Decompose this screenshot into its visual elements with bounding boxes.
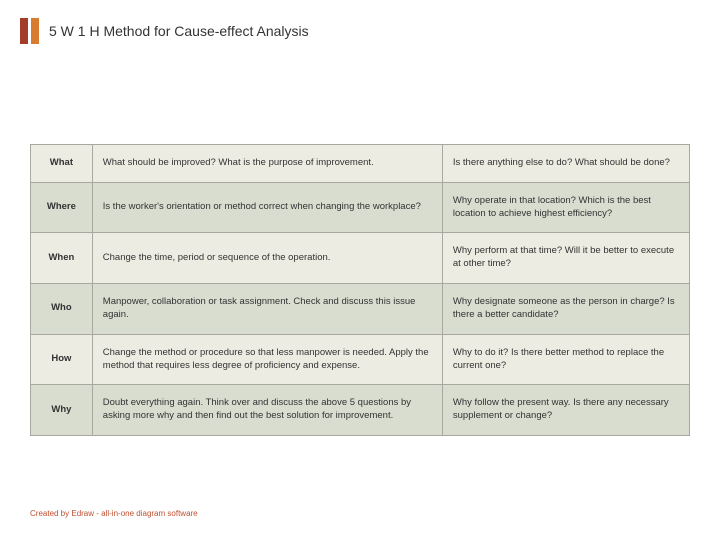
header-accent-bars xyxy=(20,18,39,44)
footer-credit: Created by Edraw - all-in-one diagram so… xyxy=(30,509,198,518)
row-questions: Is there anything else to do? What shoul… xyxy=(442,145,689,183)
row-label: Why xyxy=(31,385,93,436)
row-questions: Why follow the present way. Is there any… xyxy=(442,385,689,436)
row-questions: Why operate in that location? Which is t… xyxy=(442,182,689,233)
row-questions: Why perform at that time? Will it be bet… xyxy=(442,233,689,284)
row-label: What xyxy=(31,145,93,183)
table-row: WhyDoubt everything again. Think over an… xyxy=(31,385,690,436)
page-header: 5 W 1 H Method for Cause-effect Analysis xyxy=(0,0,720,44)
row-description: Doubt everything again. Think over and d… xyxy=(92,385,442,436)
row-description: What should be improved? What is the pur… xyxy=(92,145,442,183)
accent-bar-2 xyxy=(31,18,39,44)
table-row: WhatWhat should be improved? What is the… xyxy=(31,145,690,183)
row-description: Manpower, collaboration or task assignme… xyxy=(92,284,442,335)
row-questions: Why to do it? Is there better method to … xyxy=(442,334,689,385)
table-row: HowChange the method or procedure so tha… xyxy=(31,334,690,385)
row-label: Who xyxy=(31,284,93,335)
row-description: Change the method or procedure so that l… xyxy=(92,334,442,385)
method-table: WhatWhat should be improved? What is the… xyxy=(30,144,690,436)
row-label: When xyxy=(31,233,93,284)
row-description: Is the worker's orientation or method co… xyxy=(92,182,442,233)
table-container: WhatWhat should be improved? What is the… xyxy=(0,44,720,436)
table-row: WhoManpower, collaboration or task assig… xyxy=(31,284,690,335)
table-row: WhenChange the time, period or sequence … xyxy=(31,233,690,284)
accent-bar-1 xyxy=(20,18,28,44)
table-row: WhereIs the worker's orientation or meth… xyxy=(31,182,690,233)
row-questions: Why designate someone as the person in c… xyxy=(442,284,689,335)
row-label: How xyxy=(31,334,93,385)
table-body: WhatWhat should be improved? What is the… xyxy=(31,145,690,436)
row-description: Change the time, period or sequence of t… xyxy=(92,233,442,284)
page-title: 5 W 1 H Method for Cause-effect Analysis xyxy=(49,23,309,39)
row-label: Where xyxy=(31,182,93,233)
